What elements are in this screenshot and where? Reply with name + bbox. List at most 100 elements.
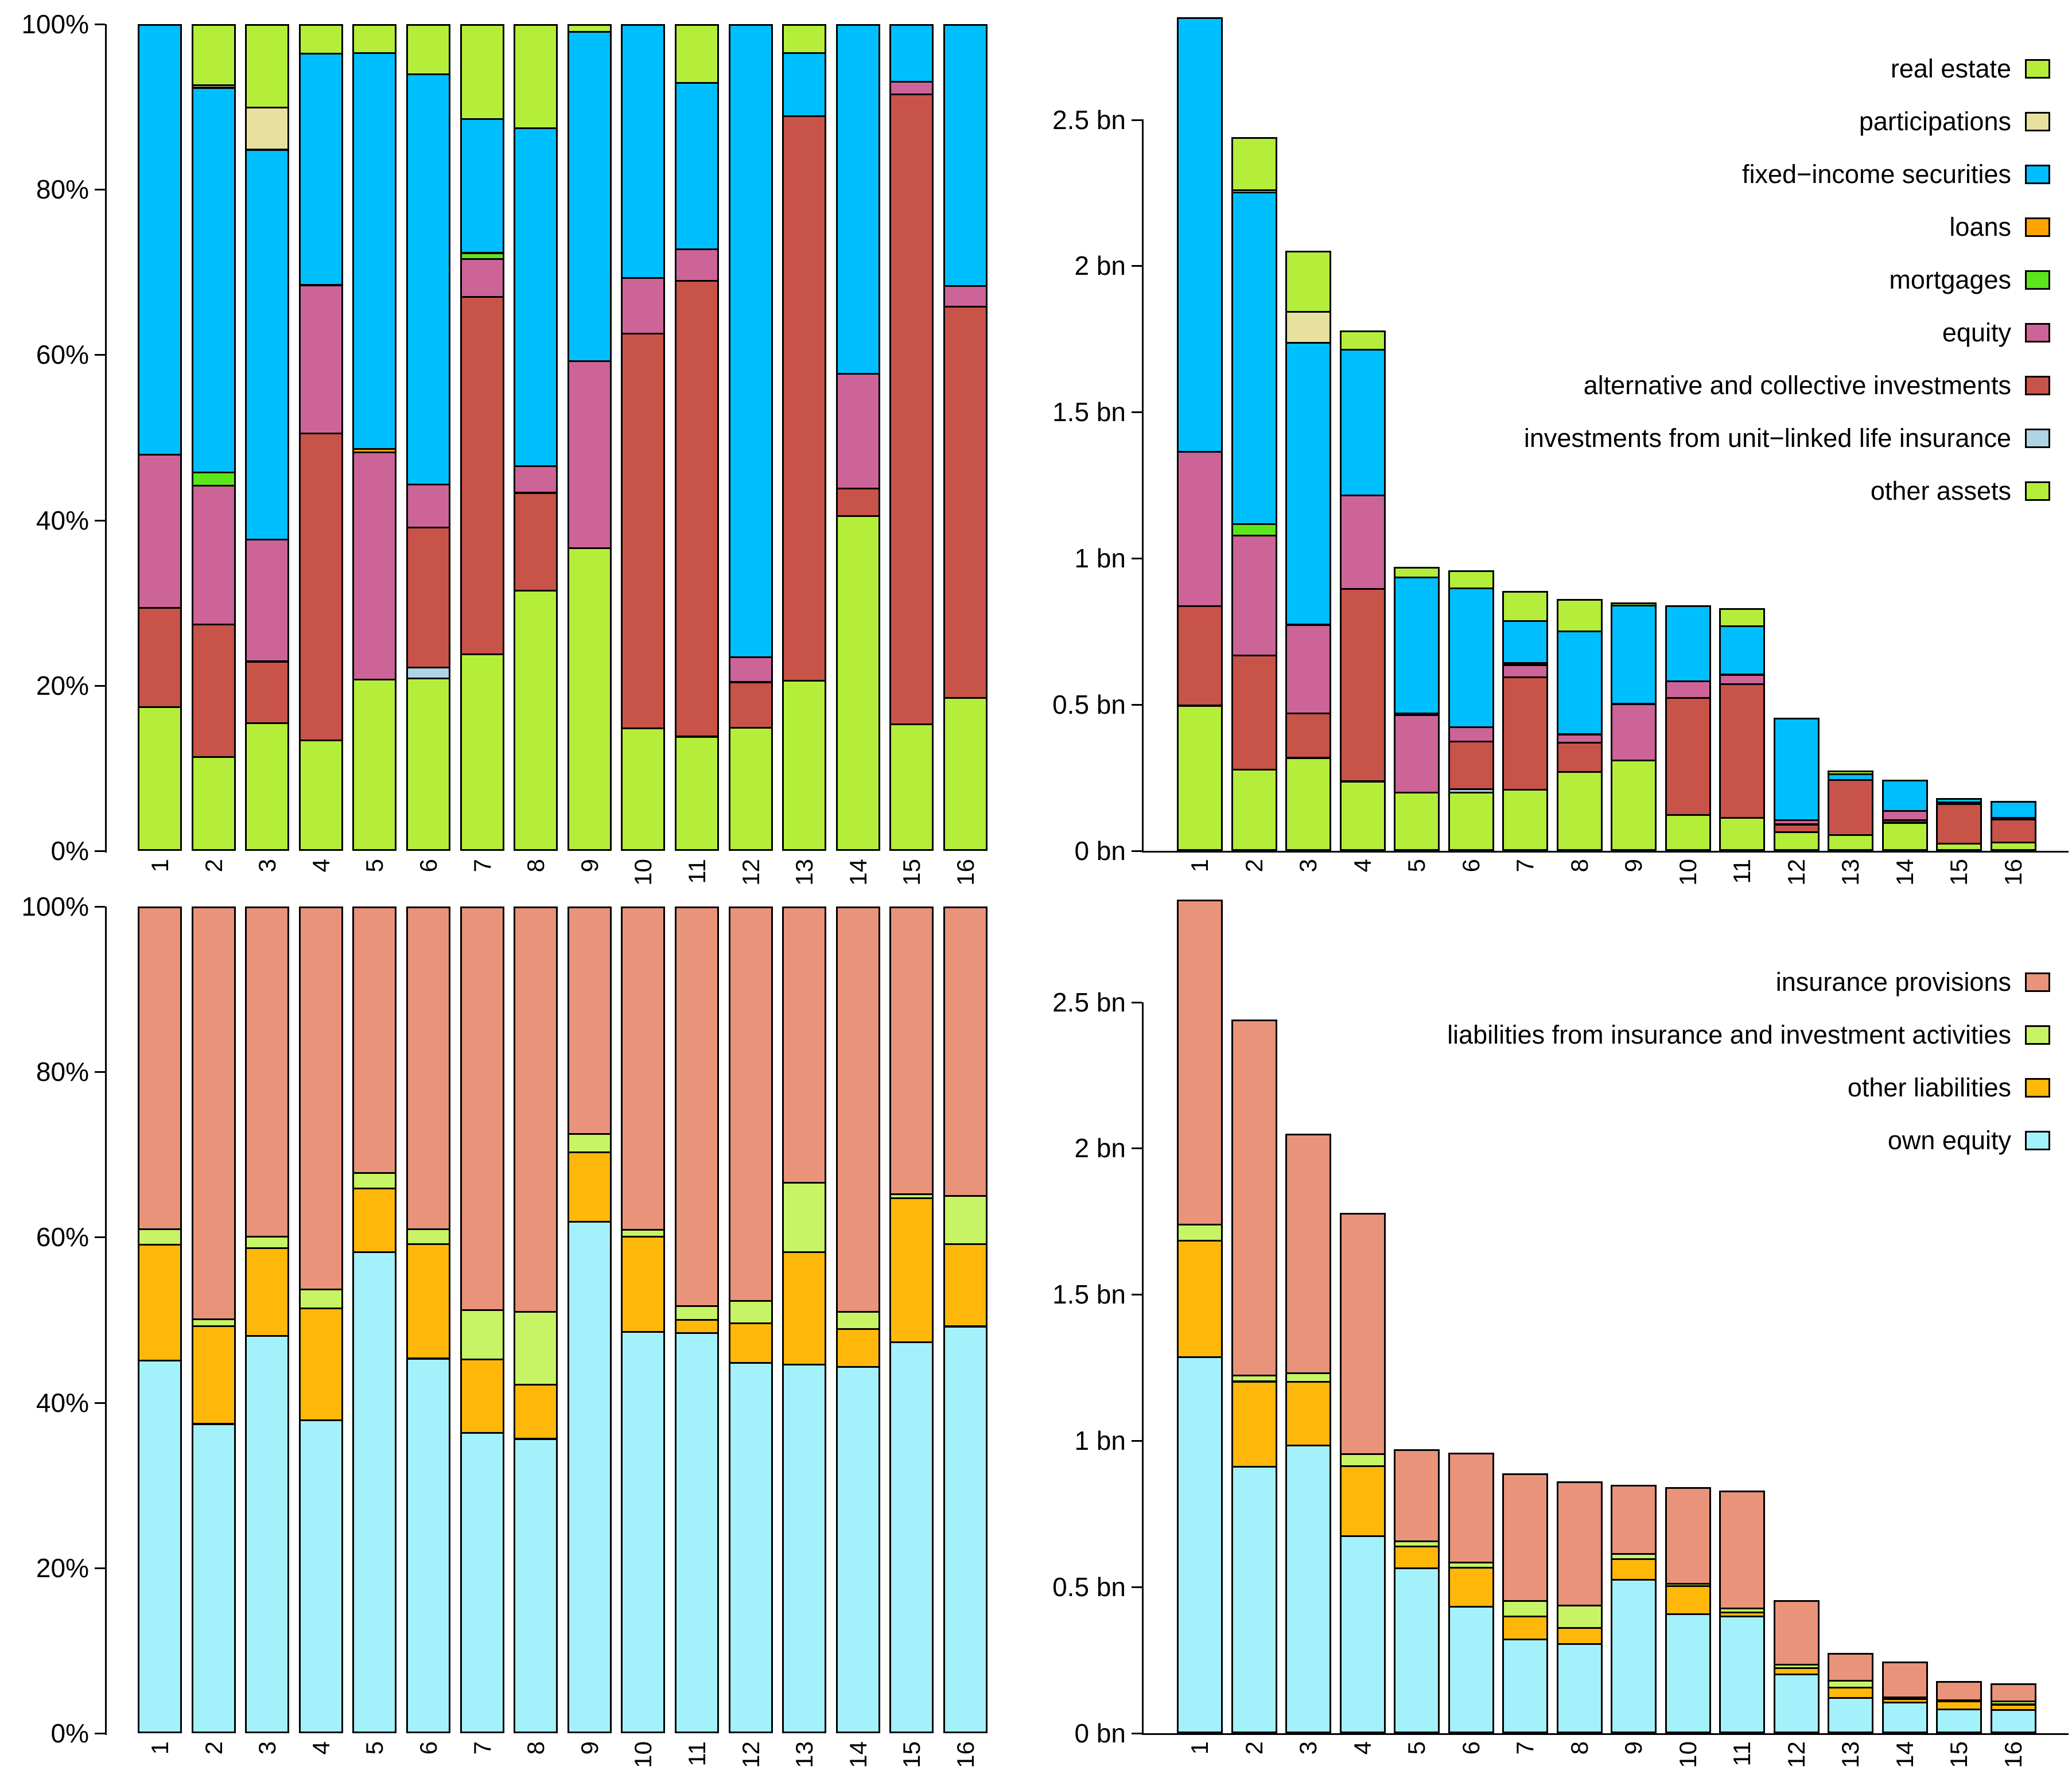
bar-segment [675, 24, 719, 84]
y-axis-tick [1132, 119, 1142, 121]
legend-assets-label: investments from unit−linked life insura… [1523, 423, 2011, 453]
bar-segment [729, 1300, 773, 1324]
bar-segment [1719, 625, 1765, 675]
bar-segment [1719, 674, 1765, 685]
bar-segment [138, 906, 182, 1230]
bar-segment [1394, 714, 1440, 793]
x-axis-label: 15 [1945, 1741, 1972, 1768]
bar-segment [567, 1221, 612, 1733]
x-axis-label: 2 [200, 1741, 227, 1755]
bar-segment [1231, 1381, 1277, 1468]
bar-segment [943, 306, 988, 699]
bar-segment [1882, 1701, 1928, 1733]
bar-segment [514, 906, 558, 1313]
y-axis-tick [1132, 411, 1142, 413]
x-axis-label: 13 [1837, 1741, 1864, 1768]
x-axis-label: 4 [1349, 1741, 1376, 1755]
x-axis-label: 8 [1566, 859, 1593, 873]
bar-segment [514, 492, 558, 592]
bar-segment [1448, 1453, 1494, 1563]
bar-segment [1502, 1616, 1548, 1640]
x-axis-label: 3 [253, 1741, 281, 1755]
bar-segment [1285, 251, 1331, 313]
legend-assets-swatch [2025, 270, 2050, 290]
x-axis-label: 9 [1620, 1741, 1647, 1755]
x-axis-label: 10 [629, 1741, 656, 1768]
bar-segment [1448, 1606, 1494, 1733]
y-axis-tick-label: 0% [50, 836, 89, 866]
y-axis-tick [1132, 1294, 1142, 1295]
y-axis-tick [95, 1567, 105, 1569]
bar-segment [1448, 587, 1494, 728]
x-axis-label: 4 [307, 1741, 335, 1755]
bar-segment [1340, 1465, 1386, 1537]
legend-liabilities-swatch [2025, 1131, 2050, 1150]
bar-segment [245, 661, 289, 724]
legend-assets-label: other assets [1870, 476, 2011, 505]
y-axis-tick-label: 80% [36, 174, 89, 204]
bar-segment [245, 24, 289, 108]
bar-segment [1502, 788, 1548, 851]
bar-segment [1502, 676, 1548, 791]
bar-segment [1394, 1546, 1440, 1569]
bar-segment [567, 360, 612, 549]
bar-segment [1991, 1709, 2036, 1733]
bar-segment [621, 24, 665, 279]
bar-segment [460, 1309, 504, 1360]
bar-segment [1665, 1487, 1711, 1585]
y-axis-tick [95, 189, 105, 190]
y-axis-line [1142, 1002, 1144, 1735]
bar-segment [1448, 726, 1494, 742]
bar-segment [406, 667, 450, 679]
x-axis-label: 8 [522, 1741, 549, 1755]
bar-segment [1936, 1709, 1982, 1733]
bar-segment [621, 906, 665, 1231]
y-axis-tick [95, 24, 105, 25]
bar-segment [1611, 760, 1657, 851]
bar-segment [1177, 451, 1223, 607]
bar-segment [1611, 703, 1657, 761]
bar-segment [245, 906, 289, 1238]
bar-segment [567, 547, 612, 851]
bar-segment [836, 373, 880, 489]
bar-segment [192, 485, 236, 625]
bar-segment [1502, 591, 1548, 622]
y-axis-tick [1132, 558, 1142, 559]
bar-segment [406, 1358, 450, 1733]
x-axis-label: 11 [683, 1741, 710, 1767]
bar-segment [1611, 1579, 1657, 1733]
y-axis-tick [95, 685, 105, 687]
bar-segment [943, 1243, 988, 1327]
bar-segment [138, 1228, 182, 1246]
legend-assets-swatch [2025, 481, 2050, 501]
bar-segment [729, 656, 773, 683]
bar-segment [1665, 814, 1711, 851]
bar-segment [1231, 191, 1277, 525]
bar-segment [1774, 831, 1820, 851]
bar-segment [1774, 1674, 1820, 1733]
y-axis-tick-label: 0 bn [1074, 836, 1126, 866]
x-axis-label: 9 [1620, 859, 1647, 873]
bar-segment [567, 31, 612, 362]
bar-segment [1828, 1697, 1873, 1733]
bar-segment [138, 607, 182, 708]
legend-assets-label: loans [1949, 212, 2011, 242]
legend-assets-label: real estate [1890, 54, 2011, 83]
bar-segment [782, 680, 826, 851]
bar-segment [1231, 535, 1277, 656]
bar-segment [675, 736, 719, 851]
bar-segment [1665, 680, 1711, 699]
bar-segment [1448, 741, 1494, 790]
bar-segment [1285, 311, 1331, 344]
bar-segment [782, 115, 826, 682]
bar-segment [1719, 1491, 1765, 1609]
x-axis-label: 11 [1728, 859, 1755, 884]
bar-segment [1557, 599, 1603, 632]
bar-segment [1285, 1134, 1331, 1374]
x-axis-label: 5 [360, 1741, 388, 1755]
bar-segment [1882, 822, 1928, 851]
y-axis-tick-label: 1 bn [1074, 543, 1126, 573]
bar-segment [1665, 1585, 1711, 1615]
bar-segment [1285, 713, 1331, 758]
bar-segment [836, 1311, 880, 1330]
